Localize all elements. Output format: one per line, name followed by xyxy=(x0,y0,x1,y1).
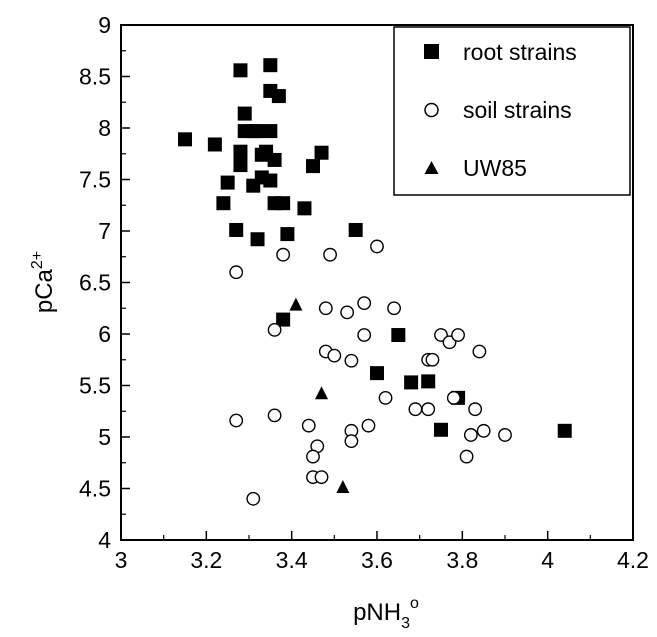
x-tick-label: 3.8 xyxy=(446,547,478,573)
point-root-strains xyxy=(306,159,320,174)
data-points xyxy=(178,58,572,506)
point-root-strains xyxy=(263,124,278,139)
point-soil-strains xyxy=(476,423,491,438)
point-soil-strains xyxy=(498,428,512,442)
point-root-strains xyxy=(271,89,286,104)
point-root-strains xyxy=(276,312,291,327)
point-soil-strains xyxy=(468,402,483,417)
point-soil-strains xyxy=(451,328,465,342)
point-soil-strains xyxy=(361,418,376,433)
point-root-strains xyxy=(220,175,235,190)
point-soil-strains xyxy=(306,449,320,464)
y-tick-label: 7.5 xyxy=(79,167,111,193)
point-soil-strains xyxy=(378,390,393,405)
point-root-strains xyxy=(280,227,295,242)
y-tick-label: 4.5 xyxy=(79,476,111,502)
point-root-strains xyxy=(314,145,329,160)
point-root-strains xyxy=(276,196,291,211)
point-soil-strains xyxy=(425,352,440,367)
point-root-strains xyxy=(391,328,406,343)
x-tick-label: 4.2 xyxy=(617,547,649,573)
y-tick-label: 4 xyxy=(98,527,111,553)
point-root-strains xyxy=(216,196,231,211)
point-soil-strains xyxy=(370,239,384,254)
y-tick-label: 6 xyxy=(98,321,111,347)
point-soil-strains xyxy=(344,434,359,449)
point-root-strains xyxy=(434,422,448,437)
point-soil-strains xyxy=(323,247,337,262)
x-tick-label: 3 xyxy=(115,547,128,573)
x-tick-label: 4 xyxy=(541,547,554,573)
point-root-strains xyxy=(348,222,363,237)
legend: root strains soil strains UW85 xyxy=(393,26,631,196)
x-tick-label: 3.2 xyxy=(190,547,222,573)
legend-marker-uw85 xyxy=(424,161,439,174)
point-soil-strains xyxy=(229,413,244,428)
point-root-strains xyxy=(263,58,278,73)
x-axis-title: pNH3o xyxy=(353,595,419,632)
point-soil-strains xyxy=(340,305,355,320)
y-tick-label: 9 xyxy=(98,12,111,38)
point-soil-strains xyxy=(276,247,291,262)
point-uw85 xyxy=(289,297,303,311)
point-root-strains xyxy=(404,375,419,390)
point-root-strains xyxy=(421,374,436,389)
y-tick-label: 7 xyxy=(98,218,111,244)
point-soil-strains xyxy=(357,296,372,310)
y-tick-label: 5 xyxy=(98,424,111,450)
point-soil-strains xyxy=(267,322,282,337)
point-soil-strains xyxy=(408,402,423,417)
point-root-strains xyxy=(250,232,265,247)
legend-label-uw85: UW85 xyxy=(463,155,527,181)
point-root-strains xyxy=(233,63,248,78)
point-soil-strains xyxy=(246,491,261,506)
x-tick-label: 3.6 xyxy=(361,547,393,573)
point-root-strains xyxy=(233,158,248,173)
point-root-strains xyxy=(229,222,244,237)
point-root-strains xyxy=(237,106,252,121)
y-axis-title: pCa2+ xyxy=(29,251,58,313)
point-soil-strains xyxy=(446,390,461,405)
point-root-strains xyxy=(178,132,192,147)
y-tick-label: 5.5 xyxy=(79,373,111,399)
point-uw85 xyxy=(315,386,329,400)
axis-ticks: 3 3.2 3.4 3.6 3.8 4 4.2 4 4.5 5 5.5 6 6.5 7 7.5 8 8.5 9 xyxy=(79,12,649,573)
point-root-strains xyxy=(297,201,312,216)
point-soil-strains xyxy=(357,328,372,342)
legend-label-root-strains: root strains xyxy=(463,39,577,65)
point-root-strains xyxy=(250,124,265,139)
point-soil-strains xyxy=(301,418,316,433)
point-root-strains xyxy=(233,144,248,159)
point-soil-strains xyxy=(267,408,282,423)
point-soil-strains xyxy=(459,449,474,464)
point-root-strains xyxy=(370,366,384,381)
point-soil-strains xyxy=(229,265,244,280)
point-soil-strains xyxy=(421,402,436,417)
point-soil-strains xyxy=(318,301,333,316)
y-tick-label: 8.5 xyxy=(79,64,111,90)
legend-marker-root-strains xyxy=(424,44,439,59)
point-root-strains xyxy=(267,152,282,167)
point-root-strains xyxy=(263,173,278,188)
point-soil-strains xyxy=(472,344,487,359)
legend-label-soil-strains: soil strains xyxy=(463,97,572,123)
y-tick-label: 6.5 xyxy=(79,270,111,296)
legend-marker-soil-strains xyxy=(424,102,439,118)
point-soil-strains xyxy=(387,301,401,316)
x-tick-label: 3.4 xyxy=(276,547,308,573)
point-root-strains xyxy=(207,137,222,152)
point-soil-strains xyxy=(463,428,478,442)
point-soil-strains xyxy=(327,348,342,363)
point-uw85 xyxy=(336,479,350,493)
point-soil-strains xyxy=(344,353,359,368)
point-root-strains xyxy=(557,423,572,438)
y-tick-label: 8 xyxy=(98,115,111,141)
point-soil-strains xyxy=(314,470,329,485)
